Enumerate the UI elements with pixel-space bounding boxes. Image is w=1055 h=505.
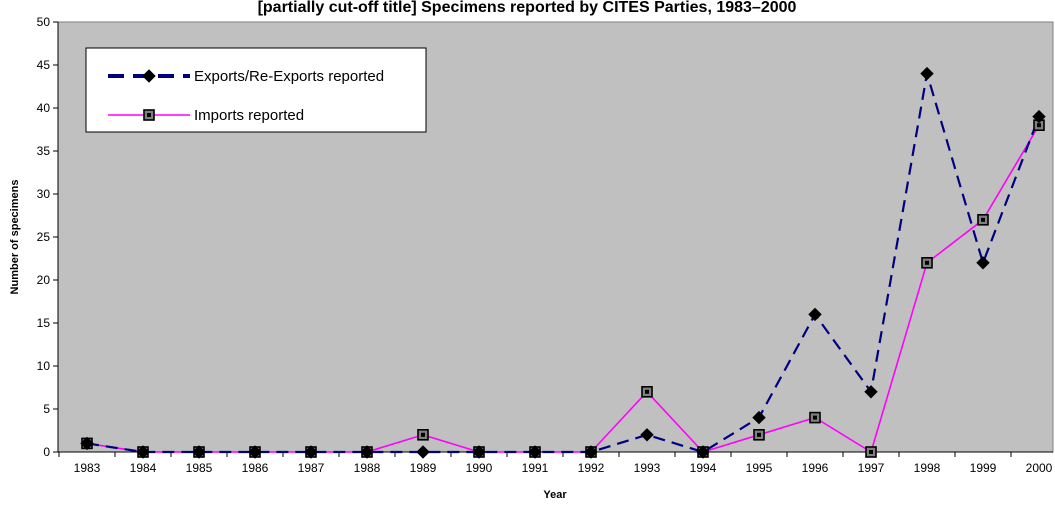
series-point-diamond	[640, 428, 654, 442]
series-point-diamond	[808, 307, 822, 322]
x-tick-label: 2000	[1026, 461, 1053, 475]
x-tick-label: 1994	[690, 461, 717, 475]
series-point-diamond	[304, 445, 318, 459]
x-tick-label: 1988	[354, 461, 381, 475]
x-tick-label: 1983	[74, 461, 101, 475]
x-tick-label: 1991	[522, 461, 549, 475]
legend-box	[85, 47, 427, 133]
x-tick-label: 1990	[466, 461, 493, 475]
series-point-diamond	[360, 445, 374, 459]
series-point-diamond	[528, 445, 542, 459]
series-point-diamond	[472, 445, 486, 459]
series-point-diamond	[192, 445, 206, 459]
series-point-diamond	[864, 385, 878, 399]
series-point-diamond	[584, 445, 598, 459]
x-tick-label: 1986	[242, 461, 269, 475]
y-tick-label: 40	[37, 101, 51, 115]
series-point-diamond	[696, 445, 710, 459]
x-tick-label: 1985	[186, 461, 213, 475]
series-exports	[86, 73, 1041, 454]
legend-item-imports: Imports reported	[108, 107, 304, 124]
y-tick-label: 50	[37, 15, 51, 29]
chart-title: [partially cut-off title] Specimens repo…	[258, 0, 797, 16]
x-tick-label: 1993	[634, 461, 661, 475]
y-tick-label: 25	[37, 230, 51, 244]
legend-label: Imports reported	[194, 107, 304, 124]
y-tick-label: 10	[37, 359, 51, 373]
x-axis-title: Year	[543, 489, 567, 501]
legend-item-exports: Exports/Re-Exports reported	[108, 68, 384, 85]
x-tick-label: 1996	[802, 461, 829, 475]
series-point-square-core	[757, 432, 761, 437]
y-tick-label: 45	[37, 58, 51, 72]
series-point-diamond	[142, 69, 156, 83]
x-tick-label: 1987	[298, 461, 325, 475]
series-point-diamond	[752, 410, 766, 425]
series-line	[86, 73, 1041, 454]
series-point-diamond	[920, 66, 934, 81]
y-tick-label: 0	[43, 445, 50, 459]
y-tick-label: 15	[37, 316, 51, 330]
series-point-diamond	[80, 436, 94, 451]
y-axis: 0 5 10 15 20 25 30 35 40 45 50	[37, 15, 59, 459]
series-point-square-core	[1037, 123, 1041, 128]
legend: Exports/Re-Exports reported Imports repor…	[85, 47, 427, 133]
y-axis-title: Number of specimens	[9, 180, 21, 295]
x-tick-label: 1989	[410, 461, 437, 475]
y-tick-label: 20	[37, 273, 51, 287]
series-point-diamond	[416, 445, 430, 459]
y-tick-label: 30	[37, 187, 51, 201]
x-tick-label: 1995	[746, 461, 773, 475]
x-axis: 1983 1984 1985 1986 1987 1988 1989 1990 1991 1992…	[58, 451, 1053, 475]
series-markers-exports	[80, 66, 1046, 459]
legend-label: Exports/Re-Exports reported	[194, 68, 384, 85]
series-point-square-core	[981, 217, 985, 222]
y-tick-label: 35	[37, 144, 51, 158]
series-point-diamond	[1032, 109, 1046, 124]
series-point-diamond	[248, 445, 262, 459]
series-point-square-core	[813, 415, 817, 420]
series-point-diamond	[976, 256, 990, 270]
series-point-square-core	[645, 389, 649, 394]
series-point-square-core	[869, 450, 873, 454]
x-tick-label: 1992	[578, 461, 605, 475]
series-point-square-core	[147, 113, 151, 117]
y-tick-label: 5	[43, 402, 50, 416]
series-layer	[80, 66, 1046, 459]
series-point-square-core	[925, 260, 929, 265]
x-tick-label: 1997	[858, 461, 885, 475]
series-point-diamond	[136, 445, 150, 459]
x-tick-label: 1984	[130, 461, 157, 475]
x-tick-label: 1998	[914, 461, 941, 475]
series-point-square-core	[421, 432, 425, 437]
x-tick-label: 1999	[970, 461, 997, 475]
